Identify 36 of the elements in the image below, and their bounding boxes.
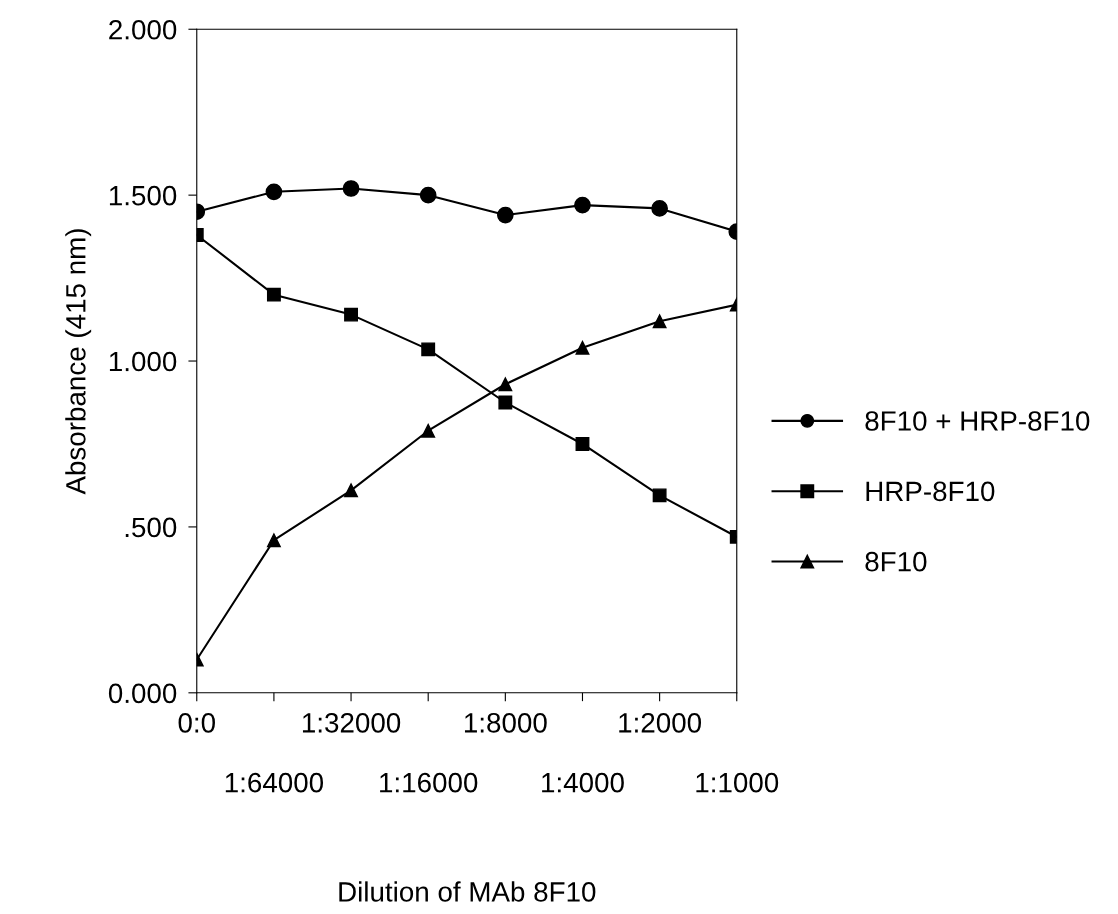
point bbox=[266, 533, 281, 548]
point bbox=[344, 307, 358, 322]
point bbox=[421, 342, 436, 357]
x-tick-label: 1:2000 bbox=[619, 712, 702, 733]
x-tick-label: 1:4000 bbox=[542, 772, 624, 793]
point bbox=[342, 180, 360, 197]
point bbox=[651, 200, 668, 217]
point bbox=[498, 395, 513, 410]
y-tick-label: .500 bbox=[125, 517, 177, 538]
point bbox=[344, 483, 358, 498]
x-tick-label: 1:32000 bbox=[302, 712, 401, 733]
y-tick-label: 1.500 bbox=[109, 185, 177, 206]
x-tick-label: 1:64000 bbox=[225, 772, 324, 793]
y-tick-label: 0.000 bbox=[108, 683, 177, 704]
point bbox=[497, 206, 514, 224]
point bbox=[498, 377, 513, 392]
x-axis-title: Dilution of MAb 8F10 bbox=[339, 881, 596, 902]
y-axis-title: Absorbance (415 nm) bbox=[65, 229, 92, 495]
x-tick-label: 1:16000 bbox=[380, 772, 478, 793]
point bbox=[575, 340, 590, 355]
x-tick-label: 0:0 bbox=[178, 712, 215, 733]
legend-label: HRP-8F10 bbox=[866, 481, 995, 502]
legend-label: 8F10 bbox=[865, 551, 927, 572]
y-tick-label: 1.000 bbox=[109, 351, 177, 372]
point bbox=[575, 437, 590, 451]
point bbox=[574, 196, 591, 214]
x-tick-label: 1:1000 bbox=[696, 772, 779, 793]
x-tick-label: 1:8000 bbox=[464, 712, 547, 733]
point bbox=[266, 287, 281, 302]
y-tick-label: 2.000 bbox=[109, 19, 177, 40]
point bbox=[265, 183, 283, 201]
point bbox=[652, 488, 667, 503]
point bbox=[652, 314, 667, 329]
legend-label: 8F10 + HRP-8F10 bbox=[865, 411, 1090, 431]
point bbox=[419, 186, 437, 204]
point bbox=[421, 423, 436, 438]
